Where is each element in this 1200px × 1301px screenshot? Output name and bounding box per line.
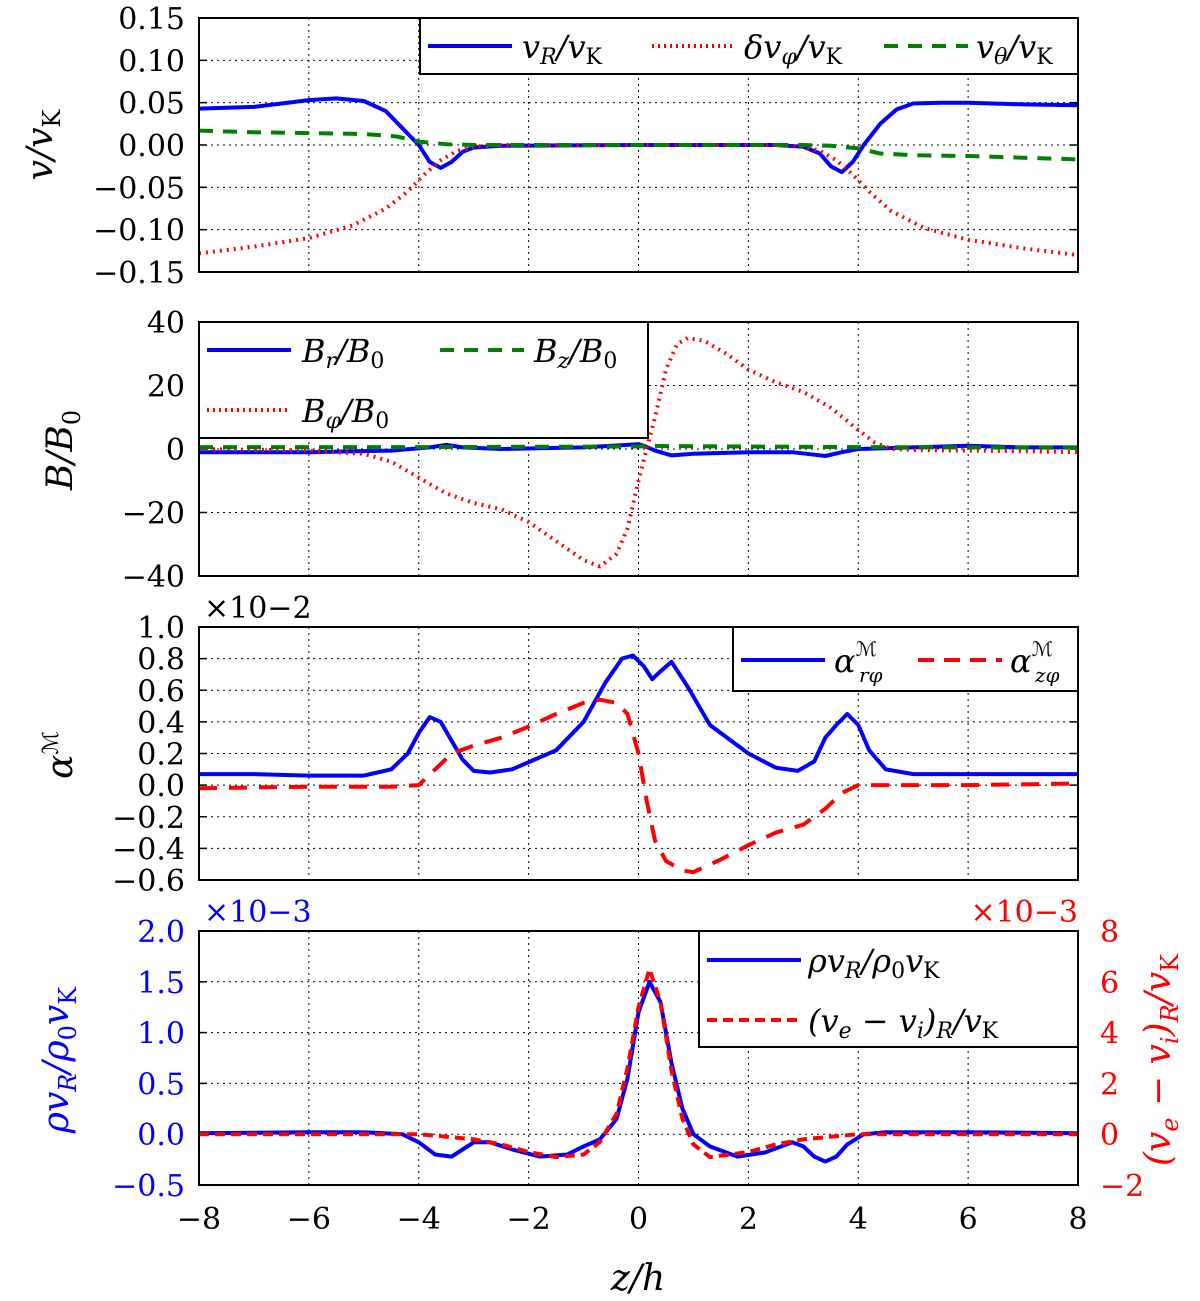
y-tick-label: 0.8: [137, 643, 185, 678]
flux-y-label-right: (ve − vi)R/vK: [1138, 953, 1184, 1166]
alpha-y-label: αℳ: [39, 731, 81, 779]
x-tick-label: −8: [177, 1202, 221, 1237]
legend-Bphi: Bφ/B0: [301, 392, 389, 434]
y-tick-label: 20: [147, 370, 185, 405]
x-tick-label: 8: [1068, 1202, 1087, 1237]
axes-frame: [198, 626, 1079, 881]
x-tick-label: 2: [739, 1202, 758, 1237]
y-tick-label: 2.0: [137, 915, 185, 950]
y-tick-label: −0.4: [112, 832, 185, 867]
x-tick-label: 6: [959, 1202, 978, 1237]
y-tick-label: 0.2: [137, 738, 185, 773]
x-axis-label: z/h: [610, 1258, 665, 1299]
series-line-1-2: [199, 443, 1078, 450]
y-tick-label: −0.15: [93, 256, 185, 291]
y-tick-label: −20: [122, 497, 185, 532]
velocity-legend: vR/vK δvφ/vK vθ/vK: [419, 17, 1079, 75]
y-tick-label: 1.0: [137, 1017, 185, 1052]
velocity-y-label: v/vK: [20, 109, 66, 181]
y-tick-label: 40: [147, 306, 185, 341]
y-tick-label: 0.4: [137, 706, 185, 741]
flux-legend: ρvR/ρ0vK (ve − vi)R/vK: [698, 930, 1079, 1048]
right-y-tick-label: −2: [1100, 1169, 1144, 1204]
field-legend: Br/B0 Bz/B0 Bφ/B0: [198, 321, 649, 439]
y-tick-label: 0.15: [118, 2, 185, 37]
legend-Bz: Bz/B0: [533, 332, 617, 374]
series-line-1-1: [199, 335, 1078, 569]
alpha-panel: 1.00.80.60.40.20.0−0.2−0.4−0.6 ×10−2 αℳ …: [39, 591, 1079, 899]
y-tick-label: 0.0: [137, 769, 185, 804]
y-tick-label: 0.10: [118, 44, 185, 79]
right-y-tick-label: 8: [1100, 915, 1119, 950]
series-line-3-1: [199, 967, 1078, 1160]
x-tick-label: 0: [629, 1202, 648, 1237]
y-tick-label: −0.10: [93, 214, 185, 249]
flux-multiplier-left: ×10−3: [204, 895, 312, 930]
series-line-0-2: [199, 128, 1078, 162]
x-tick-label: −2: [507, 1202, 551, 1237]
y-tick-label: 0.6: [137, 674, 185, 709]
y-tick-label: −0.05: [93, 171, 185, 206]
velocity-panel: 0.15 0.10 0.05 0.00 −0.05 −0.10 −0.15 v/vK vR/…: [20, 2, 1079, 291]
magnetic-field-panel: 40 20 0 −20 −40 B/B0 Br/B0 Bz/B0 Bφ/B0: [40, 306, 1079, 595]
right-y-tick-label: 4: [1100, 1017, 1119, 1052]
y-tick-label: 0.0: [137, 1118, 185, 1153]
series-line-3-0: [199, 979, 1078, 1164]
y-tick-label: 0.5: [137, 1067, 185, 1102]
y-tick-label: −0.6: [112, 864, 185, 899]
flux-multiplier-right: ×10−3: [970, 895, 1078, 930]
y-tick-label: 0: [166, 433, 185, 468]
right-y-tick-label: 6: [1100, 966, 1119, 1001]
right-y-tick-label: 2: [1100, 1067, 1119, 1102]
right-y-tick-label: 0: [1100, 1118, 1119, 1153]
y-tick-label: 0.05: [118, 87, 185, 122]
flux-y-label: ρvR/ρ0vK: [36, 986, 82, 1135]
legend-rhovR: ρvR/ρ0vK: [807, 942, 940, 984]
y-tick-label: 1.5: [137, 966, 185, 1001]
x-tick-label: −4: [397, 1202, 441, 1237]
legend-ve-vi: (ve − vi)R/vK: [808, 1002, 999, 1044]
axes-frame: [198, 930, 1079, 1186]
y-tick-label: −0.5: [112, 1169, 185, 1204]
alpha-multiplier: ×10−2: [204, 591, 312, 626]
y-tick-label: −0.2: [112, 801, 185, 836]
alpha-legend: αℳ rφ αℳ zφ: [732, 626, 1079, 692]
x-tick-label: 4: [849, 1202, 868, 1237]
y-tick-label: 1.0: [137, 611, 185, 646]
y-tick-label: −40: [122, 560, 185, 595]
series-line-2-1: [199, 697, 1078, 875]
series-line-2-0: [199, 653, 1078, 778]
x-tick-label: −6: [287, 1202, 331, 1237]
field-y-label: B/B0: [40, 410, 86, 491]
legend-Br: Br/B0: [301, 332, 384, 374]
y-tick-label: 0.00: [118, 129, 185, 164]
